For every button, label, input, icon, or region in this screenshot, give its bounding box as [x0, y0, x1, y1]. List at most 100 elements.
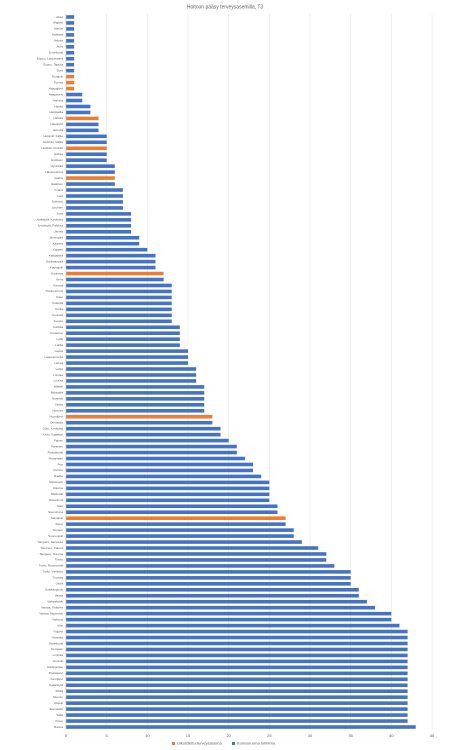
bar	[66, 229, 132, 234]
bar	[66, 534, 294, 538]
bar	[66, 325, 180, 330]
y-tick-label: Savonlinna	[48, 510, 63, 514]
y-tick-label: Uusikaupunki	[45, 588, 63, 592]
y-tick-label: Lappeenranta	[44, 355, 63, 359]
bar	[66, 86, 75, 91]
bar	[66, 504, 278, 509]
y-tick-label: Kemi	[56, 277, 63, 281]
y-tick-label: Kokkola	[52, 301, 63, 305]
y-tick-label: Riihimäki	[51, 492, 64, 496]
bar	[66, 653, 408, 658]
bar	[66, 307, 172, 312]
bar	[66, 158, 107, 162]
bar	[66, 635, 408, 640]
bar	[66, 689, 408, 694]
bar	[66, 182, 115, 186]
y-tick-label: Raahe	[54, 474, 63, 478]
bar	[66, 349, 188, 353]
y-tick-label: Valkeakoski	[47, 600, 63, 604]
bar	[66, 194, 123, 198]
y-tick-label: Pieksämäki	[48, 450, 64, 454]
y-tick-label: Joensuu	[52, 200, 64, 204]
y-tick-label: Oulu, Keskusta	[43, 426, 64, 430]
y-tick-label: Lapua	[55, 349, 64, 353]
bar	[66, 570, 351, 574]
y-tick-label: Vaasa	[55, 594, 64, 598]
bar	[66, 235, 140, 240]
y-tick-label: Nurmes	[52, 409, 63, 413]
bar	[66, 110, 91, 115]
y-tick-label: Naantali	[52, 397, 63, 401]
y-tick-label: Enontekiö	[50, 707, 64, 711]
y-tick-label: Posio	[55, 719, 63, 723]
y-tick-label: Turku, Runosmäki	[39, 564, 64, 568]
bar	[66, 516, 286, 520]
bar	[66, 540, 302, 544]
bar	[66, 659, 408, 664]
bar	[66, 558, 327, 562]
bar	[66, 295, 172, 300]
y-tick-label: Somero	[52, 528, 63, 532]
y-tick-label: Kerava	[53, 283, 63, 287]
bar	[66, 480, 270, 485]
y-tick-label: Rauma	[53, 486, 63, 490]
y-tick-label: Kurikka	[53, 325, 63, 329]
y-tick-label: Ulvila	[56, 582, 64, 586]
y-tick-label: Heinola	[53, 128, 64, 132]
y-tick-label: Sipoo	[55, 522, 63, 526]
y-tick-label: Tampere, Hervanta	[37, 540, 63, 544]
bar	[66, 200, 123, 204]
bar	[66, 68, 75, 73]
bar	[66, 379, 197, 383]
bar	[66, 56, 75, 61]
y-tick-label: Harjavalta	[49, 110, 63, 114]
y-tick-label: Helsinki, Vallila	[43, 140, 63, 144]
bar	[66, 241, 140, 246]
bar	[66, 21, 75, 25]
bar	[66, 188, 123, 192]
bar	[66, 599, 367, 604]
y-tick-label: Pudasjärvi	[49, 671, 63, 675]
y-tick-label: Kuusamo	[50, 331, 63, 335]
y-tick-label: Forssa	[54, 80, 64, 84]
bar	[66, 92, 83, 97]
y-tick-label: Hollola	[54, 152, 64, 156]
bar	[66, 331, 180, 336]
y-tick-label: Tampere, Tesoma	[39, 552, 63, 556]
bar	[66, 337, 180, 341]
y-tick-label: Tornio	[55, 558, 64, 562]
bar	[66, 277, 164, 282]
y-tick-label: Alavus	[54, 27, 64, 31]
y-tick-label: Tuusula	[52, 576, 63, 580]
bar	[66, 492, 270, 497]
y-tick-label: Porvoo	[53, 468, 63, 472]
y-tick-label: Aura	[57, 45, 64, 49]
y-tick-label: Jyväskylä, Palokka	[38, 224, 64, 228]
bar	[66, 546, 319, 550]
y-tick-label: Kiiminki	[53, 659, 64, 663]
bar	[66, 462, 254, 467]
bar	[66, 385, 205, 389]
bar	[66, 701, 408, 705]
bar	[66, 582, 351, 586]
bar	[66, 725, 416, 729]
y-tick-label: Kuopio	[54, 319, 64, 323]
y-tick-label: Sodankylä	[49, 683, 63, 687]
y-tick-label: Iisalmi	[54, 176, 63, 180]
y-tick-label: Paimio	[54, 438, 64, 442]
bar	[66, 391, 205, 395]
bar	[66, 528, 294, 532]
bar	[66, 224, 132, 228]
bar	[66, 373, 197, 377]
bar	[66, 27, 75, 31]
x-tick-label: 10	[145, 733, 150, 738]
bar	[66, 80, 75, 85]
y-tick-label: Juva	[57, 212, 64, 216]
y-tick-label: Kankaanpää	[46, 259, 63, 263]
y-tick-label: Salo	[57, 504, 63, 508]
legend-label: Kunnan oma toiminta	[237, 741, 276, 746]
y-tick-label: Kemijärvi	[51, 677, 64, 681]
bar	[66, 414, 213, 419]
bar	[66, 403, 205, 407]
